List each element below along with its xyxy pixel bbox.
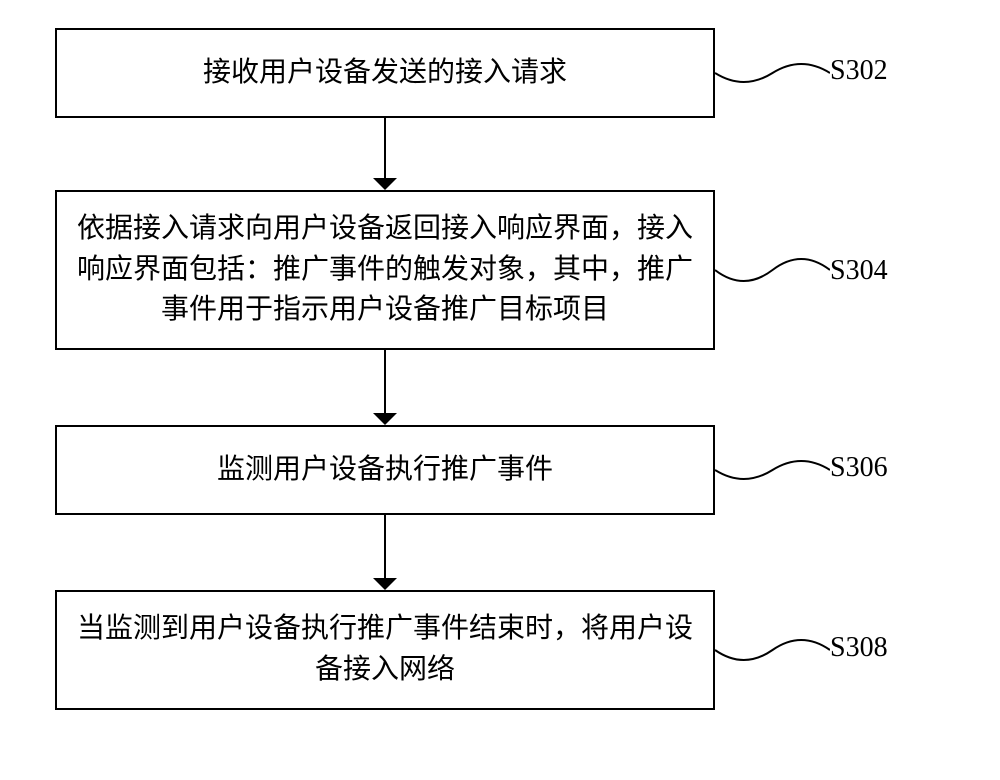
curly-path — [715, 640, 830, 660]
curly-path — [715, 64, 830, 82]
flow-node-text: 监测用户设备执行推广事件 — [75, 450, 695, 491]
curly-connector-n4 — [715, 626, 830, 674]
arrow-head-icon — [373, 578, 397, 590]
step-label-n1: S302 — [830, 55, 888, 87]
curly-path — [715, 461, 830, 479]
flow-node-n3: 监测用户设备执行推广事件 — [55, 425, 715, 515]
arrow-shaft — [384, 515, 386, 578]
flow-node-text: 依据接入请求向用户设备返回接入响应界面，接入响应界面包括：推广事件的触发对象，其… — [75, 209, 695, 331]
arrow-shaft — [384, 118, 386, 178]
arrow-shaft — [384, 350, 386, 413]
step-label-n4: S308 — [830, 632, 888, 664]
step-label-n3: S306 — [830, 452, 888, 484]
flow-node-text: 当监测到用户设备执行推广事件结束时，将用户设备接入网络 — [75, 609, 695, 690]
curly-connector-n2 — [715, 244, 830, 296]
arrow-head-icon — [373, 178, 397, 190]
flow-node-n1: 接收用户设备发送的接入请求 — [55, 28, 715, 118]
arrow-head-icon — [373, 413, 397, 425]
flow-node-text: 接收用户设备发送的接入请求 — [75, 53, 695, 94]
curly-connector-n3 — [715, 448, 830, 492]
flow-node-n2: 依据接入请求向用户设备返回接入响应界面，接入响应界面包括：推广事件的触发对象，其… — [55, 190, 715, 350]
flowchart-canvas: 接收用户设备发送的接入请求 S302 依据接入请求向用户设备返回接入响应界面，接入响… — [0, 0, 1000, 780]
curly-path — [715, 259, 830, 281]
curly-connector-n1 — [715, 51, 830, 95]
step-label-n2: S304 — [830, 255, 888, 287]
flow-node-n4: 当监测到用户设备执行推广事件结束时，将用户设备接入网络 — [55, 590, 715, 710]
